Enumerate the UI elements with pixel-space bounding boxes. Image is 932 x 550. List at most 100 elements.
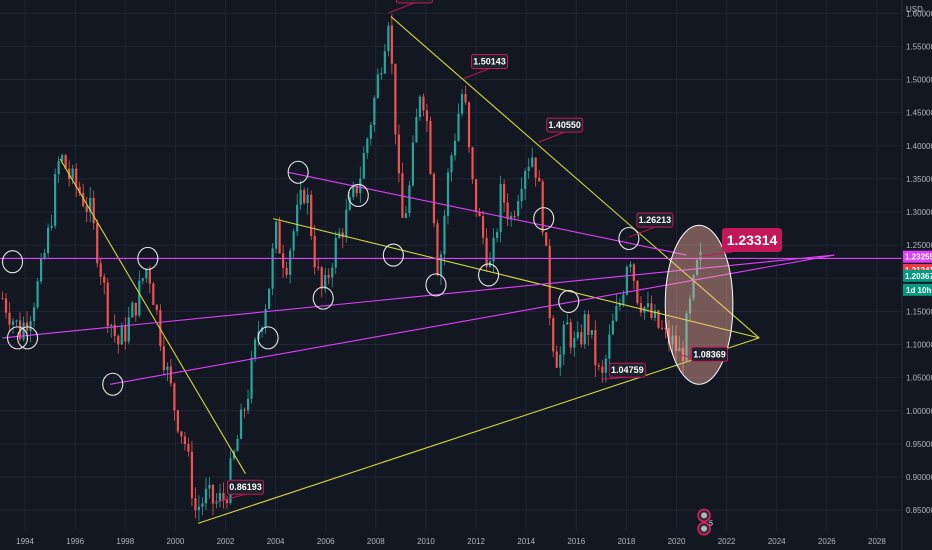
candle-body: [187, 444, 190, 452]
price-tick-label: 0.95000: [906, 440, 932, 449]
currency-label: USD: [906, 5, 923, 14]
candle-body: [197, 506, 201, 511]
candle-body: [148, 269, 151, 284]
candle-body: [57, 161, 60, 175]
candle-body: [317, 267, 320, 269]
price-tick-label: 1.10000: [906, 341, 932, 350]
candle-body: [141, 278, 144, 281]
candle-body: [64, 155, 67, 169]
candle-body: [18, 320, 22, 340]
candle-body: [390, 25, 393, 64]
candle-body: [506, 202, 509, 220]
candle-body: [134, 302, 137, 316]
candle-body: [355, 185, 358, 194]
candle-body: [348, 197, 351, 210]
candle-body: [601, 366, 604, 373]
countdown-label: 1d 10h: [906, 286, 931, 295]
candle-body: [597, 365, 600, 367]
candle-body: [194, 498, 197, 511]
callout-label: 1.60044: [398, 0, 431, 1]
candle-body: [429, 120, 432, 174]
candle-body: [622, 294, 625, 305]
highlight-circle: [102, 372, 124, 396]
candle-body: [415, 117, 418, 143]
candle-body: [457, 113, 460, 141]
callout-leader: [388, 2, 415, 14]
highlight-circle: [6, 326, 29, 350]
candle-body: [531, 157, 534, 167]
candle-body: [520, 188, 523, 202]
highlight-circle: [533, 207, 555, 231]
candle-body: [625, 266, 628, 295]
highlight-circle: [478, 263, 500, 287]
candle-body: [285, 267, 288, 275]
candle-body: [439, 254, 443, 276]
time-axis[interactable]: 1994 1996 1998 2000 2002 2004 2006 2008 2010 2012…: [16, 537, 886, 546]
candle-body: [650, 303, 653, 318]
callout-label: 1.40550: [548, 120, 581, 130]
candle-body: [481, 216, 485, 238]
callout-box: [691, 346, 729, 362]
time-tick-label: 2020: [668, 537, 686, 546]
highlight-circles: [1, 160, 640, 396]
candle-body: [1, 298, 4, 300]
candle-body: [559, 354, 562, 368]
candle-body: [362, 152, 365, 179]
candle-body: [96, 223, 99, 264]
time-tick-label: 2004: [267, 537, 285, 546]
highlight-circle: [558, 289, 580, 313]
candle-body: [82, 192, 85, 206]
candle-body: [71, 168, 74, 179]
candle-body: [345, 209, 348, 238]
candle-body: [131, 302, 134, 318]
price-tick-label: 1.45000: [906, 109, 932, 118]
highlight-circle: [137, 246, 159, 270]
time-tick-label: 1998: [116, 537, 134, 546]
candle-body: [267, 288, 271, 309]
trendline: [2, 254, 835, 339]
candle-body: [92, 198, 95, 224]
candle-body: [264, 308, 267, 328]
event-badges: 5: [697, 508, 713, 536]
big-callout-box: [722, 228, 782, 252]
candle-body: [183, 436, 187, 445]
time-tick-label: 2016: [567, 537, 585, 546]
candle-body: [464, 94, 467, 103]
callout-leader: [463, 68, 490, 80]
candle-body: [110, 324, 113, 327]
candle-body: [657, 310, 660, 328]
trendline: [390, 16, 760, 339]
candle-body: [271, 248, 274, 289]
candle-body: [320, 267, 323, 289]
candle-body: [180, 431, 183, 437]
highlight-circle: [17, 326, 39, 350]
trendline: [59, 158, 246, 474]
candle-body: [681, 348, 685, 361]
candle-body: [667, 327, 671, 345]
candle-body: [246, 398, 250, 411]
candle-body: [85, 205, 88, 212]
highlight-circle: [347, 183, 369, 207]
candle-body: [120, 325, 123, 345]
ellipse-zone-shape: [664, 224, 734, 385]
price-tick-label: 1.60000: [906, 9, 932, 18]
time-tick-label: 2000: [166, 537, 184, 546]
callout-leader: [538, 131, 565, 143]
time-tick-label: 2014: [517, 537, 535, 546]
time-tick-label: 2026: [818, 537, 836, 546]
candle-body: [166, 366, 169, 371]
candle-body: [474, 179, 478, 212]
candle-body: [250, 357, 253, 399]
candle-body: [685, 313, 688, 361]
candle-body: [478, 211, 481, 217]
candle-body: [117, 335, 120, 345]
callout-box: [636, 212, 674, 228]
price-tick-label: 1.50000: [906, 76, 932, 85]
candle-body: [674, 335, 678, 352]
candle-body: [583, 314, 586, 345]
price-tick-label: 1.15000: [906, 307, 932, 316]
candle-body: [436, 223, 439, 276]
